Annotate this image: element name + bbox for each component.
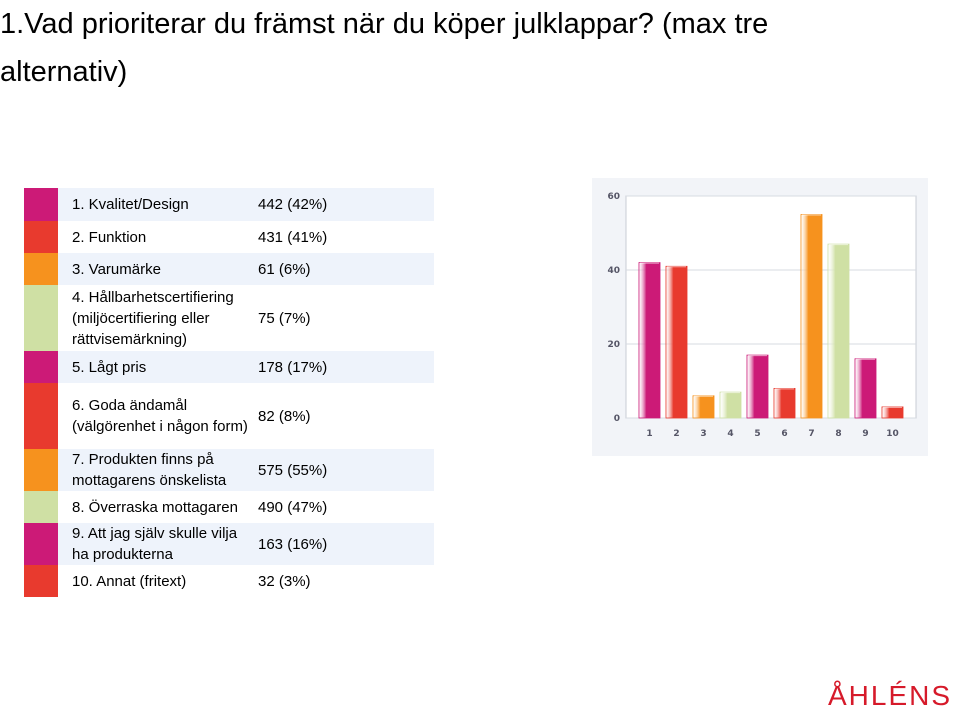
- legend-value: 82 (8%): [258, 407, 311, 425]
- legend-value: 75 (7%): [258, 309, 311, 327]
- legend-value: 178 (17%): [248, 351, 434, 383]
- bar-4: [719, 391, 742, 419]
- legend-label: 10. Annat (fritext): [72, 572, 187, 590]
- legend-value: 575 (55%): [248, 449, 434, 491]
- legend-row: 4. Hållbarhetscertifiering (miljöcertifi…: [24, 285, 444, 351]
- x-tick-label: 10: [886, 429, 899, 439]
- bar-7: [800, 214, 823, 419]
- x-tick-label: 1: [646, 429, 652, 439]
- legend-value: 61 (6%): [248, 253, 434, 285]
- legend-swatch: [24, 383, 58, 449]
- x-tick-label: 6: [781, 429, 787, 439]
- legend-value: 490 (47%): [258, 498, 328, 516]
- y-tick-label: 20: [607, 340, 620, 350]
- y-tick-label: 60: [607, 192, 620, 202]
- legend-swatch: [24, 188, 58, 221]
- x-tick-label: 7: [808, 429, 814, 439]
- legend-row: 5. Lågt pris 178 (17%): [24, 351, 444, 383]
- legend-row: 9. Att jag själv skulle vilja ha produkt…: [24, 523, 444, 565]
- legend-swatch: [24, 285, 58, 351]
- legend-value: 431 (41%): [258, 228, 328, 246]
- x-tick-label: 2: [673, 429, 679, 439]
- legend-swatch: [24, 221, 58, 253]
- legend-swatch: [24, 523, 58, 565]
- page-title: 1.Vad prioriterar du främst när du köper…: [0, 8, 769, 88]
- legend-row: 6. Goda ändamål (välgörenhet i någon for…: [24, 383, 444, 449]
- x-tick-label: 8: [835, 429, 841, 439]
- x-tick-label: 3: [700, 429, 706, 439]
- x-tick-label: 9: [862, 429, 868, 439]
- legend-label: 6. Goda ändamål (välgörenhet i någon for…: [72, 397, 248, 435]
- legend-label: 1. Kvalitet/Design: [58, 188, 248, 221]
- legend-swatch: [24, 565, 58, 597]
- bar-chart: 0 20 40 60 1 2 3 4 5 6 7 8 9 10: [592, 178, 928, 456]
- legend-value: 32 (3%): [258, 572, 311, 590]
- bar-2: [665, 265, 688, 419]
- legend-label: 2. Funktion: [72, 228, 147, 246]
- legend-swatch: [24, 351, 58, 383]
- bar-8: [827, 243, 850, 419]
- x-tick-label: 5: [754, 429, 760, 439]
- legend-label: 4. Hållbarhetscertifiering (miljöcertifi…: [72, 288, 234, 348]
- legend-value: 442 (42%): [248, 188, 434, 221]
- legend-row: 10. Annat (fritext) 32 (3%): [24, 565, 444, 597]
- legend-label: 8. Överraska mottagaren: [72, 498, 238, 516]
- bar-chart-svg: 0 20 40 60 1 2 3 4 5 6 7 8 9 10: [592, 178, 928, 456]
- legend-swatch: [24, 449, 58, 491]
- bar-6: [773, 387, 796, 419]
- ahlens-logo: ÅHLÉNS: [828, 680, 953, 711]
- bar-5: [746, 354, 769, 419]
- legend-row: 2. Funktion 431 (41%): [24, 221, 444, 253]
- legend-label: 3. Varumärke: [58, 253, 248, 285]
- legend-row: 1. Kvalitet/Design 442 (42%): [24, 188, 444, 221]
- legend-label: 7. Produkten finns på mottagarens önskel…: [58, 449, 248, 491]
- legend-row: 8. Överraska mottagaren 490 (47%): [24, 491, 444, 523]
- legend-swatch: [24, 491, 58, 523]
- bar-9: [854, 358, 877, 419]
- legend-row: 7. Produkten finns på mottagarens önskel…: [24, 449, 444, 491]
- bar-10: [881, 406, 904, 419]
- legend-row: 3. Varumärke 61 (6%): [24, 253, 444, 285]
- y-tick-label: 0: [614, 414, 620, 424]
- bar-1: [638, 262, 661, 419]
- legend-table: 1. Kvalitet/Design 442 (42%) 2. Funktion 43…: [24, 188, 444, 597]
- bar-3: [692, 395, 715, 419]
- legend-label: 9. Att jag själv skulle vilja ha produkt…: [58, 523, 248, 565]
- x-tick-label: 4: [727, 429, 733, 439]
- y-tick-label: 40: [607, 266, 620, 276]
- legend-swatch: [24, 253, 58, 285]
- legend-label: 5. Lågt pris: [58, 351, 248, 383]
- legend-value: 163 (16%): [248, 523, 434, 565]
